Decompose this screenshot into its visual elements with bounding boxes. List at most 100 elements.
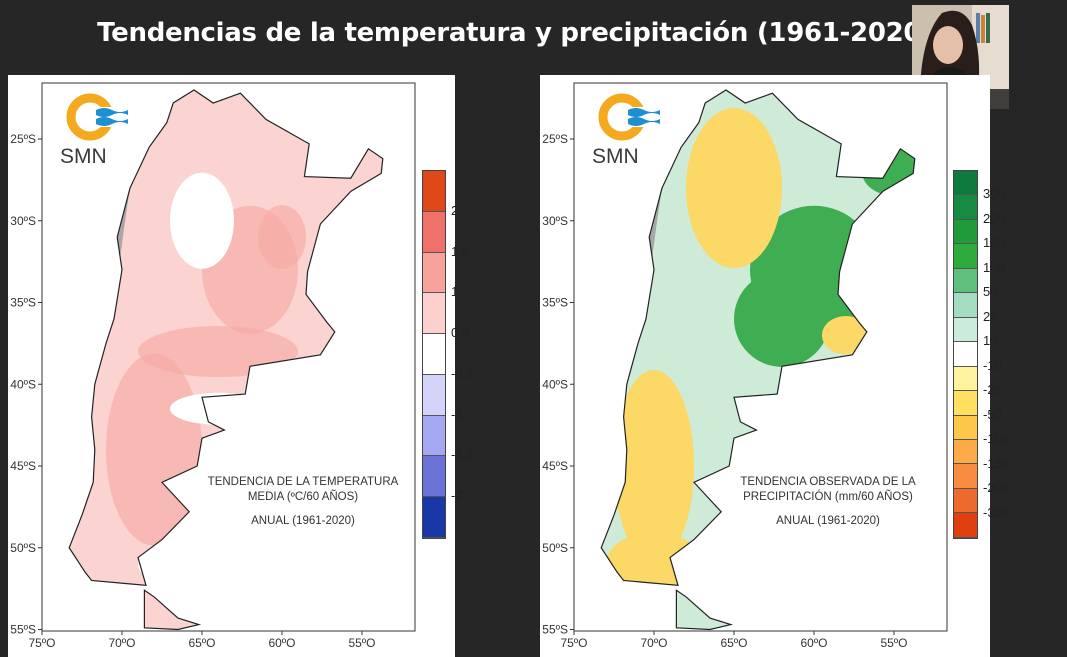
temperature-color-legend <box>422 170 446 539</box>
legend-label: 100 <box>983 259 1005 275</box>
smn-logo-icon <box>66 93 128 141</box>
caption-line: MEDIA (ºC/60 AÑOS) <box>247 491 359 503</box>
latitude-label: 40ºS <box>542 377 568 391</box>
legend-label: 1.5 <box>451 243 470 259</box>
drier-patch <box>606 532 702 597</box>
latitude-label: 25ºS <box>542 132 568 146</box>
temperature-trend-map-panel: 25ºS 30ºS 35ºS 40ºS 45ºS 50ºS 55ºS 75ºO 70ºO 65ºO… <box>8 75 473 657</box>
latitude-label: 30ºS <box>542 214 568 228</box>
legend-bin <box>954 195 977 220</box>
legend-bin <box>423 456 445 498</box>
neutral-patch <box>170 172 234 269</box>
legend-bin <box>954 415 977 440</box>
latitude-label: 55ºS <box>10 623 36 637</box>
latitude-label: 35ºS <box>10 296 36 310</box>
longitude-label: 75ºO <box>560 636 587 650</box>
legend-label: 25 <box>983 308 998 324</box>
legend-label: 1 <box>451 284 459 300</box>
longitude-label: 60ºO <box>800 636 827 650</box>
legend-bin <box>954 219 977 245</box>
legend-label: -50 <box>983 406 1002 422</box>
smn-logo-text: SMN <box>60 145 107 168</box>
latitude-label: 35ºS <box>542 296 568 310</box>
temperature-map-caption: TENDENCIA DE LA TEMPERATURA MEDIA (ºC/60… <box>188 475 418 529</box>
slide-title: Tendencias de la temperatura y precipita… <box>97 18 933 48</box>
legend-label: -25 <box>983 382 1002 398</box>
caption-line: TENDENCIA DE LA TEMPERATURA <box>207 476 399 488</box>
legend-label: -10 <box>983 357 1002 373</box>
legend-label: 150 <box>983 235 1005 251</box>
longitude-label: 65ºO <box>720 636 747 650</box>
tierra-del-fuego-outline <box>143 589 202 631</box>
legend-bin <box>954 293 977 318</box>
argentina-outline <box>600 89 916 587</box>
latitude-label: 55ºS <box>542 623 568 637</box>
legend-bin <box>423 293 445 335</box>
argentina-outline <box>68 89 384 587</box>
wetter-patch <box>734 270 830 367</box>
latitude-label: 50ºS <box>542 541 568 555</box>
longitude-label: 70ºO <box>108 636 135 650</box>
longitude-label: 75ºO <box>28 636 55 650</box>
legend-label: -100 <box>983 431 1010 447</box>
legend-label: 300 <box>983 186 1005 202</box>
longitude-label: 60ºO <box>268 636 295 650</box>
legend-label: -200 <box>983 480 1010 496</box>
legend-bin <box>954 366 977 392</box>
longitude-label: 65ºO <box>188 636 215 650</box>
legend-bin <box>423 415 445 457</box>
latitude-label: 45ºS <box>542 459 568 473</box>
latitude-label: 40ºS <box>10 377 36 391</box>
longitude-label: 55ºO <box>880 636 907 650</box>
warming-patch <box>138 325 298 378</box>
precipitation-map-caption: TENDENCIA OBSERVADA DE LA PRECIPITACIÓN … <box>708 475 948 529</box>
neutral-patch <box>170 392 266 425</box>
drier-patch <box>614 370 694 562</box>
wetter-patch <box>862 147 915 196</box>
warming-patch <box>258 205 306 270</box>
legend-label: -0.5 <box>451 365 474 381</box>
legend-label: 0.5 <box>451 325 470 341</box>
latitude-label: 30ºS <box>10 214 36 228</box>
caption-line: PRECIPITACIÓN (mm/60 AÑOS) <box>743 491 913 503</box>
latitude-label: 45ºS <box>10 459 36 473</box>
caption-period: ANUAL (1961-2020) <box>251 515 355 527</box>
latitude-label: 50ºS <box>10 541 36 555</box>
legend-bin <box>954 342 977 367</box>
caption-line: TENDENCIA OBSERVADA DE LA <box>740 476 916 488</box>
legend-label: -300 <box>983 504 1010 520</box>
participant-image <box>920 5 1009 89</box>
legend-label: 200 <box>983 210 1005 226</box>
legend-bin <box>954 464 977 489</box>
legend-bin <box>423 211 445 253</box>
longitude-label: 70ºO <box>640 636 667 650</box>
legend-bin <box>954 317 977 343</box>
legend-bin <box>423 252 445 294</box>
tierra-del-fuego-outline <box>675 589 734 631</box>
legend-label: 50 <box>983 284 998 300</box>
legend-label: -1.5 <box>451 447 474 463</box>
precipitation-color-legend <box>953 170 978 539</box>
drier-patch <box>686 108 782 269</box>
legend-bin <box>954 171 977 196</box>
smn-logo-text: SMN <box>592 145 639 168</box>
smn-logo-icon <box>598 93 660 141</box>
legend-bin <box>954 268 977 294</box>
legend-bin <box>423 374 445 416</box>
legend-label: -2 <box>451 488 463 504</box>
drier-patch <box>822 316 870 355</box>
legend-bin <box>954 244 977 269</box>
legend-label: 10 <box>983 333 998 349</box>
legend-bin <box>954 488 977 514</box>
legend-bin <box>423 334 445 375</box>
precipitation-trend-map-panel: 25ºS 30ºS 35ºS 40ºS 45ºS 50ºS 55ºS 75ºO 70ºO 65ºO… <box>540 75 1009 657</box>
legend-label: 2 <box>451 202 459 218</box>
legend-bin <box>423 171 445 212</box>
legend-bin <box>954 513 977 538</box>
legend-label: -1 <box>451 406 463 422</box>
legend-bin <box>423 497 445 538</box>
longitude-label: 55ºO <box>348 636 375 650</box>
latitude-label: 25ºS <box>10 132 36 146</box>
